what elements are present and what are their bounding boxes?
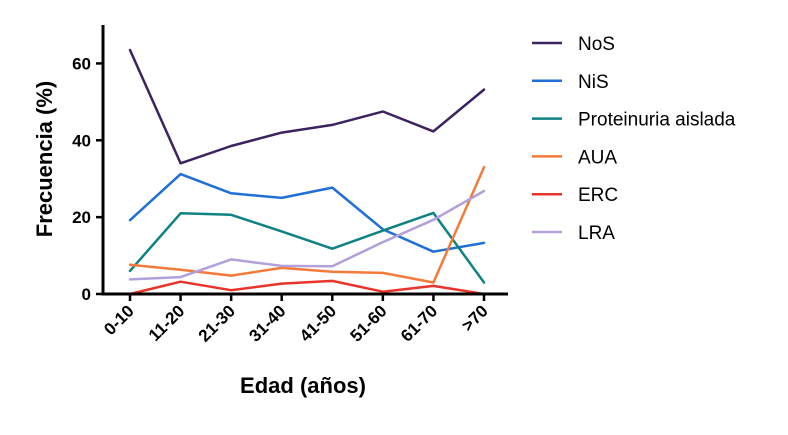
y-tick-label: 20 xyxy=(72,208,91,227)
legend-label-2: Proteinuria aislada xyxy=(578,110,736,131)
legend-label-5: LRA xyxy=(578,223,615,244)
legend-label-1: NiS xyxy=(578,72,609,93)
axes xyxy=(101,25,508,296)
y-tick-label: 60 xyxy=(72,54,91,73)
series-line-2 xyxy=(128,211,486,284)
x-tick-label: 61-70 xyxy=(397,301,441,345)
y-ticks: 0 20 40 60 xyxy=(72,54,103,304)
series-line-5 xyxy=(128,189,486,281)
legend: NoS NiS Proteinuria aislada AUA ERC LRA xyxy=(532,34,736,244)
series-line-4 xyxy=(128,279,486,296)
x-tick-label: 0-10 xyxy=(100,301,137,338)
x-tick-label: 21-30 xyxy=(195,301,239,345)
x-tick-label: >70 xyxy=(458,301,492,335)
y-tick-label: 0 xyxy=(82,285,91,304)
x-tick-label: 11-20 xyxy=(145,301,189,345)
series-line-0 xyxy=(128,48,486,165)
x-tick-label: 31-40 xyxy=(245,301,289,345)
series-lines xyxy=(128,48,486,296)
legend-label-4: ERC xyxy=(578,185,618,206)
x-axis-title: Edad (años) xyxy=(240,373,366,398)
legend-label-3: AUA xyxy=(578,147,617,168)
y-tick-label: 40 xyxy=(72,131,91,150)
series-line-1 xyxy=(128,172,486,253)
y-axis-title: Frecuencia (%) xyxy=(32,81,57,238)
legend-label-0: NoS xyxy=(578,34,615,55)
series-line-3 xyxy=(128,165,486,284)
x-tick-label: 51-60 xyxy=(347,301,391,345)
x-ticks: 0-10 11-20 21-30 31-40 41-50 51-60 61-70 >70 xyxy=(100,294,492,346)
x-tick-label: 41-50 xyxy=(296,301,340,345)
